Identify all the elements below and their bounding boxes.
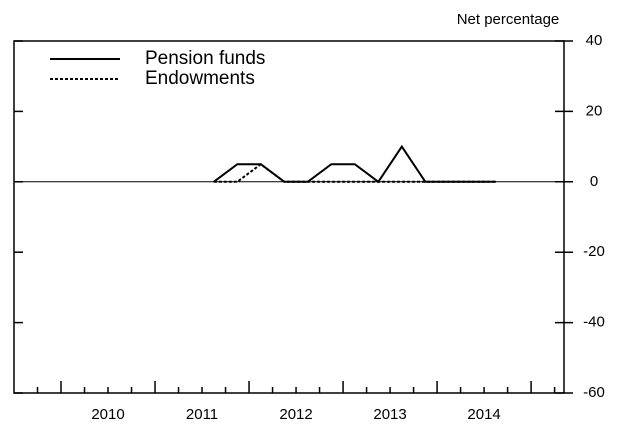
y-tick-label: 0 [590, 173, 598, 190]
y-tick-label: -60 [583, 384, 605, 401]
series-line [213, 144, 496, 184]
y-tick-label: 20 [586, 102, 603, 119]
x-tick-label: 2012 [279, 406, 312, 423]
x-tick-label: 2010 [91, 406, 124, 423]
x-tick-label: 2011 [186, 406, 218, 423]
y-tick-label: -40 [583, 314, 605, 331]
series-line [213, 162, 496, 183]
x-tick-label: 2014 [467, 406, 500, 423]
legend-label: Endowments [145, 68, 255, 89]
y-axis-label: Net percentage [457, 11, 560, 28]
y-tick-label: -20 [583, 243, 605, 260]
plot-frame [13, 40, 565, 394]
x-tick-label: 2013 [373, 406, 406, 423]
legend-label: Pension funds [145, 48, 265, 69]
y-tick-label: 40 [586, 32, 603, 49]
